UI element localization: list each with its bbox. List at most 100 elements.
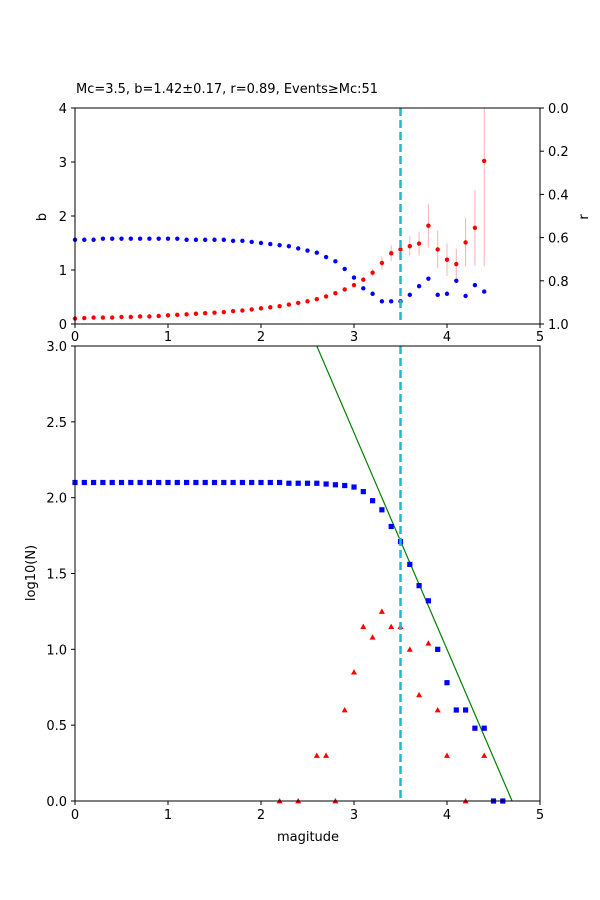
- cumulative-point: [407, 561, 413, 567]
- r-value-point: [193, 237, 199, 242]
- cumulative-point: [165, 479, 171, 486]
- b-value-point: [240, 308, 245, 313]
- gr-fit-line: [316, 346, 513, 801]
- b-value-point: [314, 296, 319, 302]
- cumulative-point: [128, 479, 134, 486]
- r-value-point: [314, 250, 319, 255]
- b-value-point: [193, 311, 199, 316]
- r-value-point: [472, 282, 478, 288]
- cumulative-point: [463, 707, 469, 713]
- b-value-point: [258, 306, 264, 311]
- b-value-point: [351, 282, 357, 288]
- x-tick-label: 3: [350, 808, 358, 823]
- b-value-point: [147, 314, 152, 319]
- b-value-point: [212, 310, 217, 315]
- b-value-point: [100, 315, 106, 320]
- cumulative-point: [137, 479, 143, 486]
- y-axis-label-b: b: [35, 213, 50, 221]
- r-value-point: [110, 236, 115, 241]
- b-value-point: [268, 305, 273, 310]
- plot-frame: [74, 107, 541, 325]
- x-tick-label: 1: [164, 330, 172, 345]
- b-value-point: [361, 277, 366, 282]
- r-value-point: [212, 237, 217, 242]
- y2-tick-label: 0.6: [548, 232, 569, 247]
- bvalue-panel: 0 1 2 3 4 5 0 1 2 3 4 1.0 0.8 0.6 0.4 0.2 0.0: [59, 102, 569, 345]
- r-value-point: [370, 291, 375, 296]
- x-tick-label: 2: [257, 330, 265, 345]
- b-value-point: [119, 314, 124, 320]
- r-value-point: [426, 276, 431, 281]
- r-value-point: [389, 299, 394, 304]
- cumulative-point: [481, 725, 487, 731]
- cumulative-point: [286, 480, 292, 486]
- non-cumulative-point: [378, 608, 385, 614]
- cumulative-point: [91, 479, 97, 486]
- cumulative-point: [351, 484, 357, 490]
- r-value-point: [249, 239, 254, 245]
- non-cumulative-point: [434, 707, 441, 713]
- cumulative-point: [258, 479, 264, 486]
- cumulative-point: [118, 479, 125, 486]
- b-value-point: [463, 240, 468, 245]
- non-cumulative-point: [351, 669, 357, 675]
- r-value-point: [435, 292, 440, 298]
- b-value-point: [184, 312, 189, 317]
- non-cumulative-point: [388, 623, 395, 629]
- b-value-point: [342, 287, 347, 292]
- cumulative-point: [370, 498, 376, 504]
- r-value-point: [91, 237, 96, 242]
- b-value-point: [454, 261, 459, 267]
- r-value-point: [454, 278, 459, 283]
- cumulative-point: [379, 507, 385, 513]
- b-value-point: [82, 315, 87, 321]
- non-cumulative-point: [323, 752, 330, 758]
- b-value-point: [398, 247, 403, 252]
- cumulative-point: [342, 482, 348, 489]
- cumulative-point: [332, 482, 338, 488]
- cumulative-point: [249, 479, 255, 486]
- cumulative-point: [323, 481, 329, 487]
- y-tick-label: 1.0: [46, 643, 67, 658]
- frequency-magnitude-panel: 0 1 2 3 4 5 0.0 0.5 1.0 1.5 2.0 2.5 3.0: [46, 340, 544, 823]
- non-cumulative-point: [369, 634, 376, 640]
- cumulative-point: [184, 479, 190, 486]
- r-value-point: [296, 246, 301, 251]
- y-tick-label: 3: [59, 156, 67, 171]
- b-value-point: [156, 313, 161, 319]
- b-value-point: [175, 312, 180, 318]
- non-cumulative-point: [444, 752, 450, 758]
- r-value-point: [351, 275, 357, 280]
- cumulative-point: [472, 725, 478, 731]
- cumulative-point: [444, 680, 450, 686]
- r-value-point: [416, 284, 422, 289]
- b-value-point: [407, 244, 412, 249]
- r-value-point: [119, 236, 124, 241]
- non-cumulative-point: [481, 752, 488, 758]
- r-value-point: [82, 237, 87, 242]
- r-value-point: [221, 237, 226, 242]
- cumulative-point: [81, 479, 87, 486]
- non-cumulative-point: [360, 623, 367, 629]
- y2-tick-label: 0.2: [548, 145, 569, 160]
- cumulative-point: [453, 707, 459, 713]
- b-value-point: [379, 260, 385, 266]
- cumulative-point: [174, 479, 180, 486]
- y-tick-label: 0.5: [46, 719, 67, 734]
- r-value-point: [323, 254, 329, 260]
- cumulative-point: [202, 479, 208, 486]
- r-value-point: [147, 236, 152, 241]
- b-value-point: [277, 303, 282, 309]
- x-tick-label: 4: [443, 330, 451, 345]
- r-value-point: [156, 236, 161, 241]
- cumulative-point: [416, 583, 422, 589]
- b-value-point: [230, 308, 236, 314]
- cumulative-point: [193, 479, 199, 486]
- y-tick-label: 2.0: [46, 492, 67, 507]
- b-value-point: [128, 314, 133, 320]
- cumulative-point: [425, 598, 431, 604]
- cumulative-point: [295, 480, 301, 486]
- r-value-point: [128, 236, 133, 241]
- b-value-point: [323, 294, 329, 299]
